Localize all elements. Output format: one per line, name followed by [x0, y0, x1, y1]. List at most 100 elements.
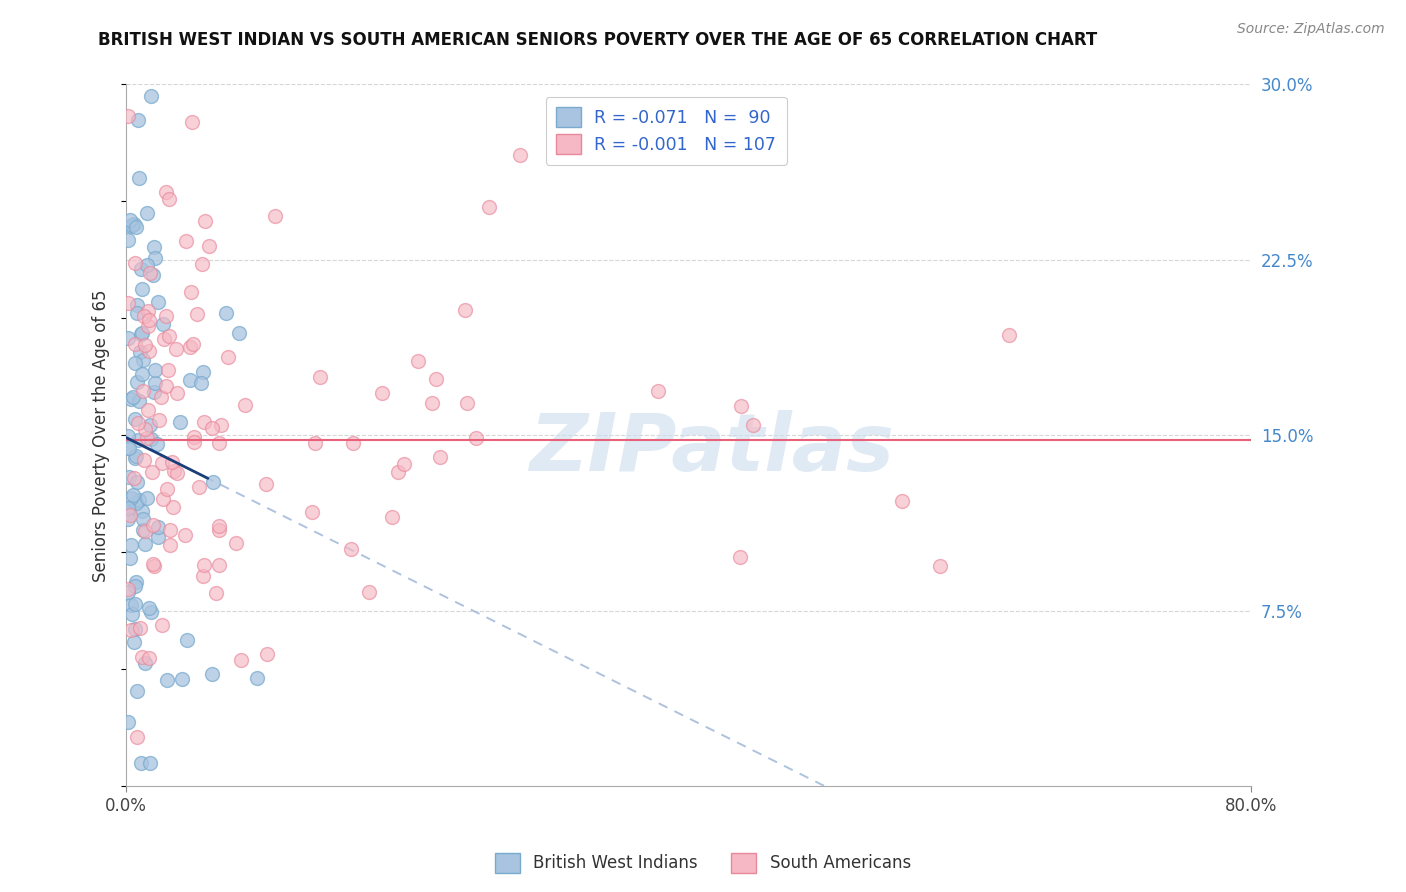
Point: [135, 431, 157, 445]
Point: [406, 354, 429, 368]
Point: [142, 559, 165, 574]
Point: [125, 375, 148, 389]
Point: [134, 536, 156, 550]
Point: [146, 530, 169, 544]
Point: [122, 471, 145, 485]
Point: [135, 491, 157, 505]
Point: [138, 303, 160, 318]
Point: [215, 306, 238, 320]
Point: [208, 436, 231, 450]
Point: [162, 500, 184, 514]
Point: [120, 491, 142, 505]
Point: [134, 656, 156, 670]
Point: [730, 399, 752, 413]
Point: [117, 585, 139, 599]
Point: [131, 282, 153, 296]
Point: [209, 418, 232, 433]
Point: [155, 185, 177, 199]
Point: [205, 586, 228, 600]
Point: [155, 378, 177, 392]
Point: [509, 147, 531, 161]
Point: [131, 326, 153, 341]
Point: [139, 417, 162, 432]
Point: [159, 523, 181, 537]
Point: [208, 518, 231, 533]
Point: [120, 538, 142, 552]
Point: [132, 384, 155, 398]
Point: [131, 503, 153, 517]
Point: [191, 569, 214, 583]
Point: [118, 551, 141, 566]
Point: [124, 412, 146, 426]
Point: [146, 294, 169, 309]
Point: [157, 329, 180, 343]
Point: [122, 217, 145, 231]
Point: [127, 112, 149, 127]
Point: [183, 430, 205, 444]
Point: [256, 647, 278, 661]
Point: [229, 653, 252, 667]
Point: [342, 435, 364, 450]
Point: [136, 319, 159, 334]
Point: [122, 390, 145, 404]
Point: [118, 441, 141, 455]
Point: [245, 671, 267, 685]
Point: [176, 632, 198, 647]
Point: [117, 233, 139, 247]
Point: [149, 390, 172, 404]
Point: [122, 635, 145, 649]
Point: [142, 239, 165, 253]
Point: [131, 650, 153, 665]
Text: ZIPatlas: ZIPatlas: [529, 410, 894, 488]
Point: [125, 496, 148, 510]
Point: [201, 421, 224, 435]
Point: [647, 384, 669, 398]
Point: [742, 418, 765, 433]
Text: BRITISH WEST INDIAN VS SOUTH AMERICAN SENIORS POVERTY OVER THE AGE OF 65 CORRELA: BRITISH WEST INDIAN VS SOUTH AMERICAN SE…: [98, 31, 1098, 49]
Point: [187, 480, 209, 494]
Point: [152, 491, 174, 506]
Point: [127, 298, 149, 312]
Point: [129, 262, 152, 277]
Point: [138, 651, 160, 665]
Point: [136, 206, 159, 220]
Point: [128, 393, 150, 408]
Point: [172, 672, 194, 686]
Point: [150, 617, 173, 632]
Point: [121, 607, 143, 622]
Point: [148, 519, 170, 533]
Point: [169, 415, 191, 429]
Point: [117, 715, 139, 730]
Point: [174, 235, 197, 249]
Point: [139, 756, 162, 770]
Point: [183, 434, 205, 449]
Point: [146, 437, 169, 451]
Point: [456, 396, 478, 410]
Point: [125, 730, 148, 744]
Point: [129, 345, 152, 359]
Point: [420, 395, 443, 409]
Point: [117, 506, 139, 520]
Point: [478, 200, 501, 214]
Point: [156, 482, 179, 496]
Point: [132, 310, 155, 324]
Point: [193, 558, 215, 572]
Point: [143, 251, 166, 265]
Legend: British West Indians, South Americans: British West Indians, South Americans: [488, 847, 918, 880]
Point: [429, 450, 451, 464]
Point: [120, 508, 142, 522]
Point: [891, 494, 914, 508]
Point: [142, 558, 165, 572]
Point: [117, 429, 139, 443]
Point: [122, 488, 145, 502]
Point: [117, 331, 139, 345]
Point: [454, 302, 477, 317]
Point: [301, 505, 323, 519]
Point: [202, 475, 225, 490]
Point: [156, 362, 179, 376]
Point: [998, 328, 1021, 343]
Point: [340, 542, 363, 557]
Point: [148, 413, 170, 427]
Point: [217, 350, 239, 364]
Point: [392, 458, 415, 472]
